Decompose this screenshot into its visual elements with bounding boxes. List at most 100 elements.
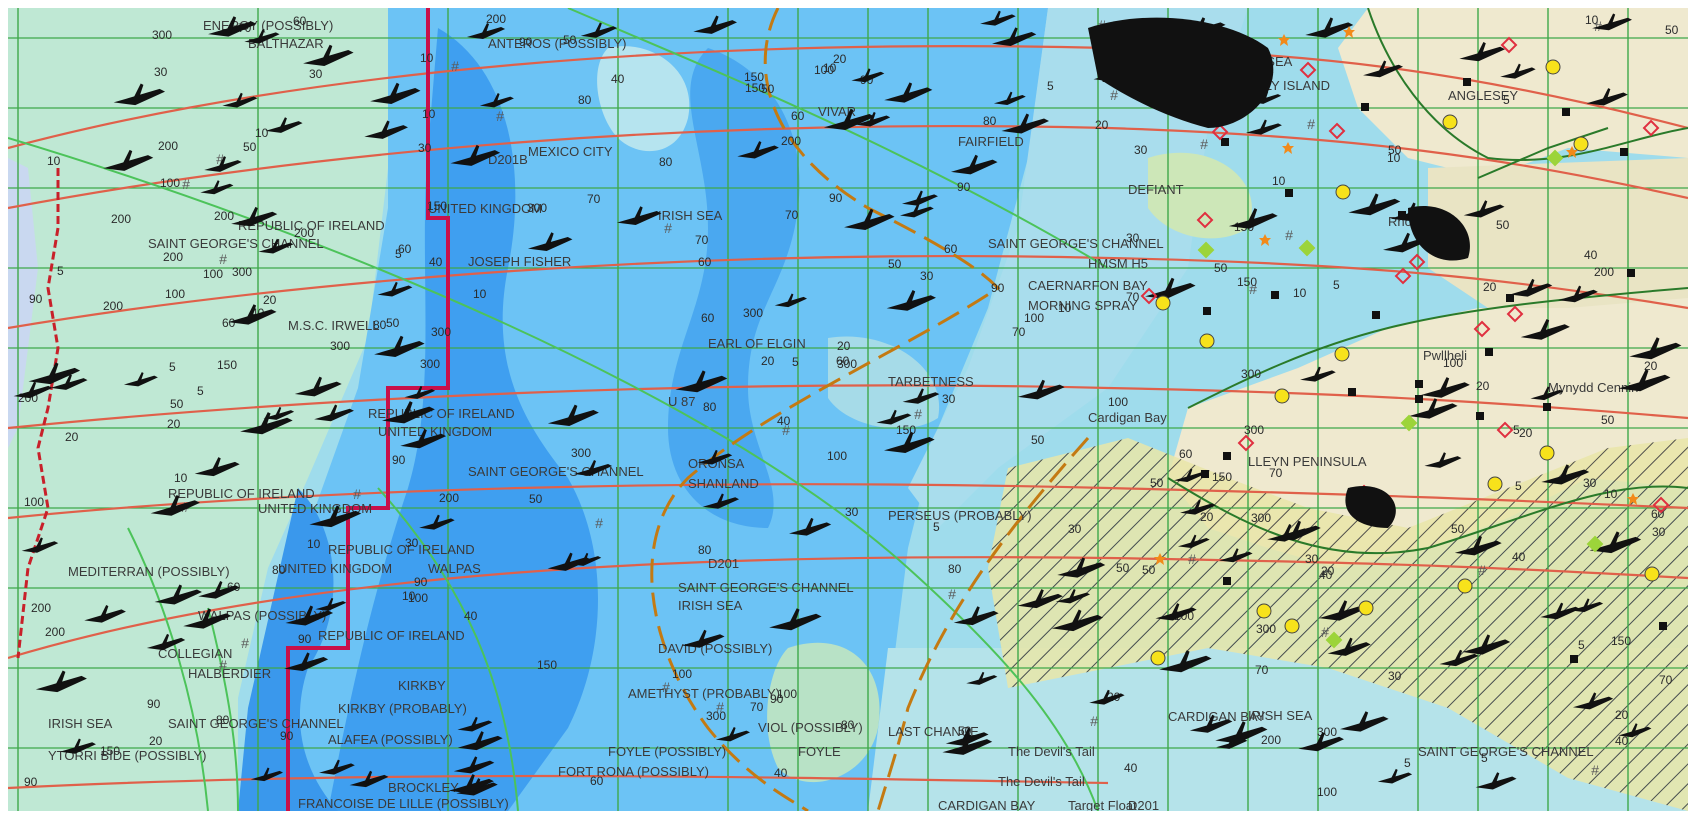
black-square-icon[interactable] xyxy=(1201,470,1209,478)
wreck-icon[interactable] xyxy=(244,28,280,44)
wreck-icon[interactable] xyxy=(1475,772,1517,790)
wreck-icon[interactable] xyxy=(1017,589,1063,609)
wreck-icon[interactable] xyxy=(284,652,329,671)
yellow-circle-icon[interactable] xyxy=(1150,650,1166,666)
black-square-icon[interactable] xyxy=(1620,148,1628,156)
wreck-icon[interactable] xyxy=(1520,319,1570,340)
wreck-icon[interactable] xyxy=(1589,531,1642,554)
yellow-circle-icon[interactable] xyxy=(1155,295,1171,311)
black-square-icon[interactable] xyxy=(1506,294,1514,302)
black-square-icon[interactable] xyxy=(1285,189,1293,197)
wreck-icon[interactable] xyxy=(1459,41,1506,62)
red-diamond-icon[interactable] xyxy=(1237,434,1255,452)
wreck-icon[interactable] xyxy=(1298,732,1344,752)
yellow-circle-icon[interactable] xyxy=(1274,388,1290,404)
wreck-icon[interactable] xyxy=(884,82,933,103)
green-diamond-icon[interactable] xyxy=(1325,631,1343,649)
wreck-icon[interactable] xyxy=(1180,499,1216,515)
wreck-icon[interactable] xyxy=(1454,535,1502,556)
wreck-icon[interactable] xyxy=(315,597,347,611)
wreck-icon[interactable] xyxy=(1377,768,1413,784)
yellow-circle-icon[interactable] xyxy=(1256,603,1272,619)
black-square-icon[interactable] xyxy=(1659,622,1667,630)
yellow-circle-icon[interactable] xyxy=(1457,578,1473,594)
wreck-icon[interactable] xyxy=(1530,386,1564,401)
wreck-icon[interactable] xyxy=(547,552,591,571)
wreck-icon[interactable] xyxy=(194,457,240,477)
wreck-icon[interactable] xyxy=(547,404,599,427)
wreck-icon[interactable] xyxy=(466,22,506,40)
wreck-icon[interactable] xyxy=(28,362,81,385)
wreck-icon[interactable] xyxy=(208,16,257,37)
wreck-icon[interactable] xyxy=(697,449,733,465)
wreck-icon[interactable] xyxy=(1462,634,1511,655)
green-diamond-icon[interactable] xyxy=(1197,241,1215,259)
wreck-icon[interactable] xyxy=(1300,366,1336,382)
black-square-icon[interactable] xyxy=(1271,291,1279,299)
wreck-icon[interactable] xyxy=(899,203,934,218)
wreck-icon[interactable] xyxy=(13,381,53,399)
wreck-icon[interactable] xyxy=(1592,13,1633,31)
wreck-icon[interactable] xyxy=(1215,721,1268,744)
wreck-icon[interactable] xyxy=(1089,689,1125,705)
wreck-icon[interactable] xyxy=(103,149,154,171)
wreck-icon[interactable] xyxy=(240,412,293,435)
wreck-icon[interactable] xyxy=(374,335,425,357)
red-diamond-icon[interactable] xyxy=(1473,320,1491,338)
black-square-icon[interactable] xyxy=(1543,403,1551,411)
wreck-icon[interactable] xyxy=(573,459,613,477)
wreck-icon[interactable] xyxy=(844,208,895,230)
wreck-icon[interactable] xyxy=(1339,711,1389,732)
black-square-icon[interactable] xyxy=(1562,108,1570,116)
wreck-icon[interactable] xyxy=(1219,548,1253,563)
yellow-circle-icon[interactable] xyxy=(1573,136,1589,152)
black-square-icon[interactable] xyxy=(1485,348,1493,356)
wreck-icon[interactable] xyxy=(400,428,447,449)
wreck-icon[interactable] xyxy=(527,232,573,252)
wreck-icon[interactable] xyxy=(263,406,295,420)
yellow-circle-icon[interactable] xyxy=(1358,600,1374,616)
red-diamond-icon[interactable] xyxy=(1496,421,1514,439)
wreck-icon[interactable] xyxy=(381,401,435,424)
red-diamond-icon[interactable] xyxy=(1500,36,1518,54)
wreck-icon[interactable] xyxy=(183,608,232,629)
wreck-icon[interactable] xyxy=(1408,398,1458,419)
wreck-icon[interactable] xyxy=(1159,650,1212,673)
black-square-icon[interactable] xyxy=(1223,452,1231,460)
wreck-icon[interactable] xyxy=(450,144,501,166)
wreck-icon[interactable] xyxy=(1509,278,1553,297)
yellow-circle-icon[interactable] xyxy=(1487,476,1503,492)
yellow-circle-icon[interactable] xyxy=(1644,566,1660,582)
wreck-icon[interactable] xyxy=(84,605,126,623)
red-diamond-icon[interactable] xyxy=(1652,496,1670,514)
wreck-icon[interactable] xyxy=(364,120,408,139)
black-square-icon[interactable] xyxy=(1348,388,1356,396)
wreck-icon[interactable] xyxy=(1173,468,1206,483)
wreck-icon[interactable] xyxy=(953,606,999,626)
nautical-chart[interactable]: ENERGY (POSSIBLY) BALTHAZAR ANTEROS (POSSI… xyxy=(8,8,1688,811)
green-diamond-icon[interactable] xyxy=(1298,239,1316,257)
red-diamond-icon[interactable] xyxy=(1299,61,1317,79)
wreck-icon[interactable] xyxy=(1051,609,1104,632)
wreck-icon[interactable] xyxy=(1629,337,1682,360)
wreck-icon[interactable] xyxy=(1618,369,1671,392)
wreck-icon[interactable] xyxy=(150,495,200,516)
wreck-icon[interactable] xyxy=(1305,17,1354,38)
yellow-circle-icon[interactable] xyxy=(1539,445,1555,461)
wreck-icon[interactable] xyxy=(479,93,514,108)
black-square-icon[interactable] xyxy=(1203,307,1211,315)
wreck-icon[interactable] xyxy=(21,537,59,553)
wreck-icon[interactable] xyxy=(1500,63,1536,79)
wreck-icon[interactable] xyxy=(1439,649,1479,667)
red-diamond-icon[interactable] xyxy=(1140,287,1158,305)
black-square-icon[interactable] xyxy=(1223,577,1231,585)
wreck-icon[interactable] xyxy=(902,388,940,404)
wreck-icon[interactable] xyxy=(1155,603,1197,621)
wreck-icon[interactable] xyxy=(1189,714,1233,733)
wreck-icon[interactable] xyxy=(681,629,725,648)
orange-star-icon[interactable] xyxy=(1343,26,1355,38)
black-square-icon[interactable] xyxy=(1372,311,1380,319)
wreck-icon[interactable] xyxy=(370,82,421,104)
wreck-icon[interactable] xyxy=(453,756,495,774)
black-square-icon[interactable] xyxy=(1361,103,1369,111)
